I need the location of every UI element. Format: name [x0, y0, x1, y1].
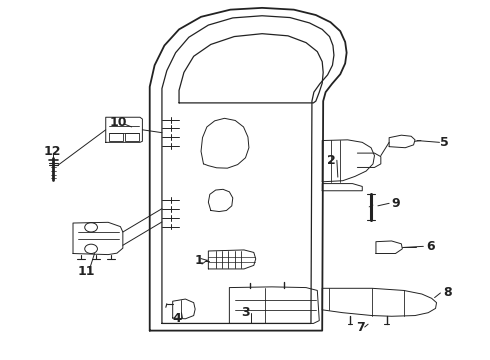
Bar — [125, 134, 139, 141]
Text: 3: 3 — [241, 306, 250, 319]
Text: 9: 9 — [392, 197, 400, 210]
Text: 4: 4 — [173, 311, 181, 325]
Bar — [109, 134, 123, 141]
Text: 8: 8 — [443, 287, 451, 300]
Text: 12: 12 — [43, 145, 61, 158]
Text: 6: 6 — [426, 240, 435, 253]
Text: 1: 1 — [195, 254, 203, 267]
Text: 11: 11 — [77, 265, 95, 278]
Text: 10: 10 — [109, 116, 127, 129]
Text: 7: 7 — [356, 320, 365, 333]
Text: 2: 2 — [327, 154, 335, 167]
Text: 5: 5 — [441, 136, 449, 149]
